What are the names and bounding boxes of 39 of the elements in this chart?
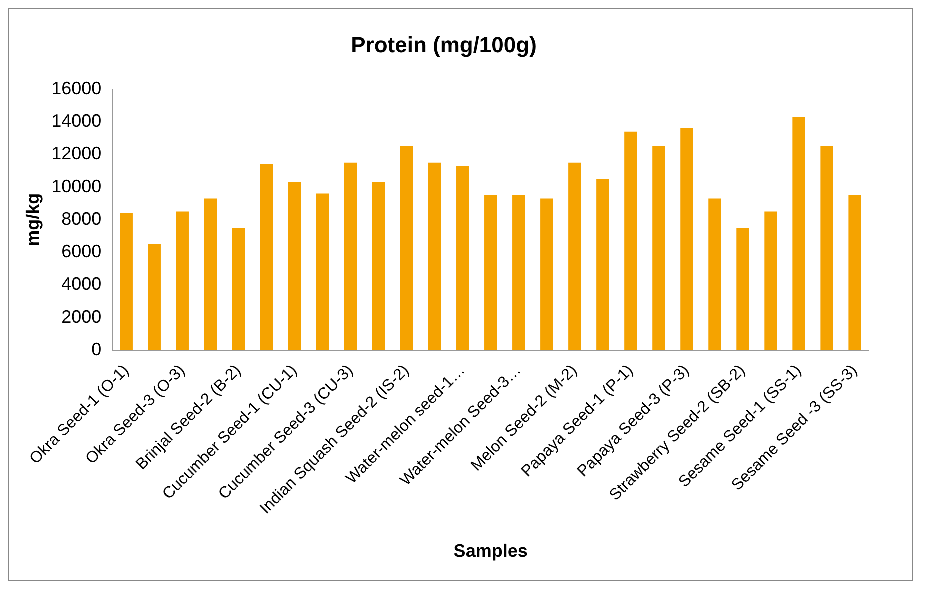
y-tick-label: 4000 bbox=[62, 274, 102, 294]
y-tick-label: 12000 bbox=[52, 144, 102, 164]
chart-title: Protein (mg/100g) bbox=[351, 32, 537, 58]
bar bbox=[288, 182, 302, 350]
bar bbox=[624, 132, 638, 350]
bar bbox=[652, 146, 666, 350]
bar bbox=[400, 146, 414, 350]
bar bbox=[792, 117, 806, 350]
bar bbox=[232, 228, 246, 350]
y-axis-title: mg/kg bbox=[22, 193, 43, 246]
bar bbox=[708, 198, 722, 350]
bar bbox=[680, 128, 694, 350]
y-tick-label: 14000 bbox=[52, 111, 102, 131]
x-axis-title: Samples bbox=[454, 541, 528, 562]
bar bbox=[848, 195, 862, 350]
bar bbox=[764, 212, 778, 350]
bar bbox=[344, 162, 358, 350]
bar bbox=[316, 194, 330, 350]
bar bbox=[204, 198, 217, 350]
bar bbox=[428, 162, 442, 350]
bar bbox=[596, 179, 610, 350]
bar bbox=[260, 164, 274, 350]
bar bbox=[568, 162, 582, 350]
y-tick-label: 0 bbox=[92, 339, 102, 360]
bar bbox=[148, 244, 161, 350]
bar bbox=[512, 195, 526, 350]
y-tick-label: 16000 bbox=[52, 78, 102, 98]
bar bbox=[540, 198, 554, 350]
bar bbox=[736, 228, 750, 350]
y-tick-label: 10000 bbox=[52, 176, 102, 196]
bar bbox=[820, 146, 834, 350]
bar bbox=[176, 212, 189, 350]
bar bbox=[484, 195, 498, 350]
y-tick-label: 6000 bbox=[62, 242, 102, 262]
bar bbox=[372, 182, 386, 350]
bar bbox=[120, 213, 133, 350]
y-tick-label: 2000 bbox=[62, 306, 102, 327]
bar bbox=[456, 166, 470, 350]
y-tick-label: 8000 bbox=[62, 208, 102, 229]
